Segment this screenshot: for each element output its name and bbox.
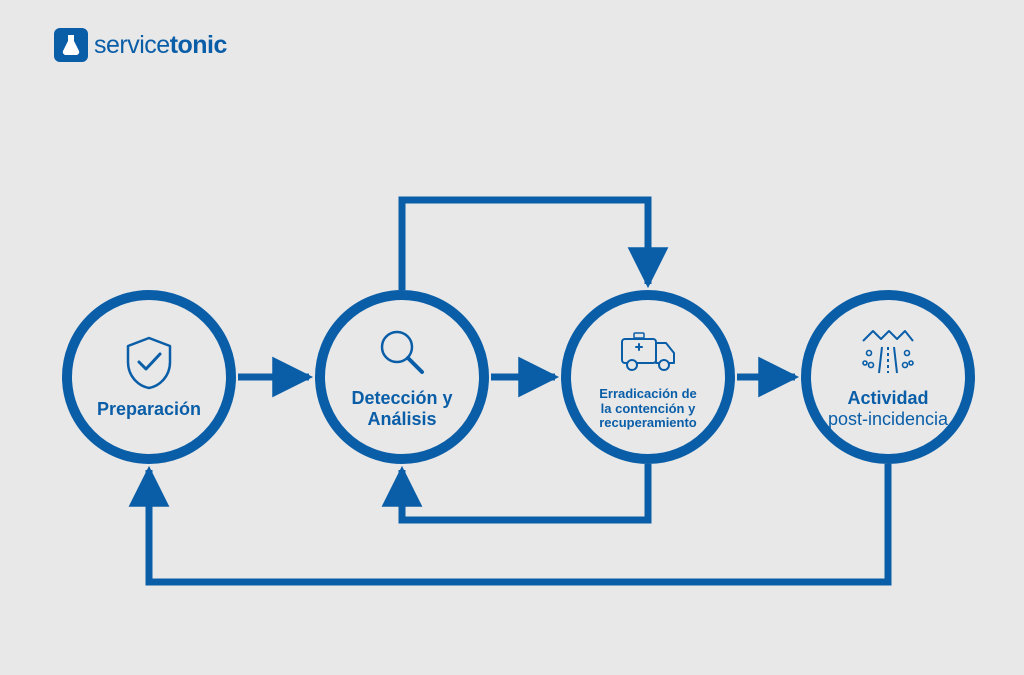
node-erradicacion: Erradicación dela contención yrecuperami…: [561, 290, 735, 464]
edge-loop-bottom-short: [402, 464, 648, 520]
node-preparacion: Preparación: [62, 290, 236, 464]
node-deteccion: Detección yAnálisis: [315, 290, 489, 464]
diagram-canvas: servicetonic Preparación: [0, 0, 1024, 675]
brand-logo: servicetonic: [54, 28, 227, 62]
ambulance-icon: [618, 323, 678, 379]
node-label: Detección yAnálisis: [341, 388, 462, 429]
magnifier-icon: [376, 324, 428, 380]
edge-loop-bottom-long: [149, 464, 888, 582]
shield-check-icon: [124, 335, 174, 391]
node-label-sub: post-incidencia: [828, 409, 948, 429]
node-actividad: Actividad post-incidencia: [801, 290, 975, 464]
brand-thin: service: [94, 31, 170, 59]
edge-loop-top: [402, 200, 648, 290]
node-label-main: Actividad: [847, 388, 928, 408]
brand-bold: tonic: [170, 31, 227, 59]
flask-icon: [54, 28, 88, 62]
node-label: Preparación: [87, 399, 211, 420]
node-label: Actividad post-incidencia: [818, 388, 958, 429]
node-label: Erradicación dela contención yrecuperami…: [589, 387, 707, 432]
brand-text: servicetonic: [94, 31, 227, 60]
activity-icon: [859, 324, 917, 380]
